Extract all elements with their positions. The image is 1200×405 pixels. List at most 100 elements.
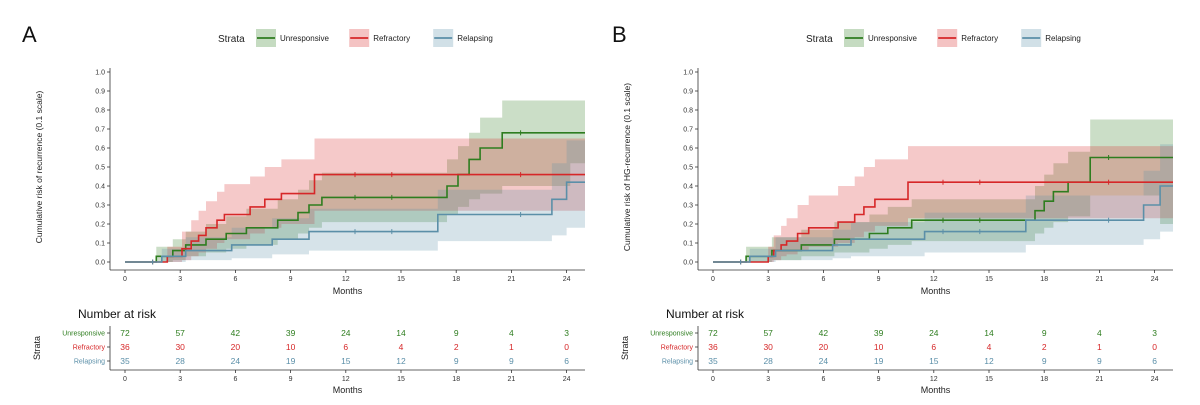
risk-count: 6 <box>1152 356 1157 366</box>
risk-count: 35 <box>120 356 130 366</box>
x-tick-label: 24 <box>563 276 571 283</box>
panel-label: A <box>22 22 37 47</box>
risk-x-tick-label: 6 <box>233 376 237 383</box>
risk-x-tick-label: 9 <box>289 376 293 383</box>
risk-row-label: Refractory <box>73 345 106 352</box>
risk-table-title: Number at risk <box>666 307 745 321</box>
ci-band-unresponsive <box>125 100 585 262</box>
risk-strata-label: Strata <box>620 336 630 360</box>
panel-b: B Strata Unresponsive Refractory Relapsing 0.… <box>612 22 1173 395</box>
ci-band-refractory <box>125 138 585 262</box>
x-tick-label: 12 <box>930 276 938 283</box>
risk-count: 30 <box>763 342 773 352</box>
risk-x-tick-label: 9 <box>877 376 881 383</box>
risk-count: 20 <box>819 342 829 352</box>
legend-label-refractory: Refractory <box>961 34 998 43</box>
y-tick-label: 0.4 <box>95 184 105 191</box>
y-tick-label: 0.4 <box>683 184 693 191</box>
risk-count: 6 <box>931 342 936 352</box>
y-tick-label: 0.1 <box>683 241 693 248</box>
risk-x-tick-label: 0 <box>123 376 127 383</box>
x-tick-label: 18 <box>452 276 460 283</box>
risk-count: 9 <box>1097 356 1102 366</box>
risk-x-tick-label: 3 <box>766 376 770 383</box>
y-tick-label: 0.3 <box>95 203 105 210</box>
risk-count: 36 <box>708 342 718 352</box>
risk-x-axis-label: Months <box>921 385 951 395</box>
risk-count: 9 <box>1042 328 1047 338</box>
risk-count: 3 <box>564 328 569 338</box>
risk-count: 24 <box>929 328 939 338</box>
risk-x-tick-label: 6 <box>821 376 825 383</box>
y-tick-label: 0.9 <box>683 89 693 96</box>
x-axis: 0 3 6 9 12 15 18 21 24 Months <box>698 269 1173 296</box>
y-tick-label: 0.8 <box>95 108 105 115</box>
risk-x-tick-label: 18 <box>1040 376 1048 383</box>
risk-row-label: Relapsing <box>662 359 693 366</box>
risk-count: 39 <box>874 328 884 338</box>
ci-band-relapsing <box>125 140 585 262</box>
y-tick-label: 0.5 <box>95 165 105 172</box>
x-tick-label: 9 <box>289 276 293 283</box>
x-axis-label: Months <box>333 286 363 296</box>
legend-title: Strata <box>806 34 833 45</box>
y-tick-label: 1.0 <box>95 70 105 77</box>
legend-label-unresponsive: Unresponsive <box>280 34 329 43</box>
risk-count: 4 <box>1097 328 1102 338</box>
risk-count: 4 <box>987 342 992 352</box>
risk-count: 24 <box>231 356 241 366</box>
risk-x-tick-label: 0 <box>711 376 715 383</box>
risk-count: 2 <box>454 342 459 352</box>
risk-x-tick-label: 21 <box>1096 376 1104 383</box>
risk-count: 24 <box>819 356 829 366</box>
panel-label: B <box>612 22 627 47</box>
risk-count: 10 <box>286 342 296 352</box>
risk-count: 28 <box>175 356 185 366</box>
risk-count: 15 <box>341 356 351 366</box>
y-axis-label: Cumulative risk of recurrence (0.1 scale… <box>34 91 44 244</box>
risk-count: 14 <box>396 328 406 338</box>
risk-count: 12 <box>984 356 994 366</box>
risk-x-tick-label: 15 <box>397 376 405 383</box>
km-curve-refractory <box>125 173 585 263</box>
y-axis: 0.0 0.1 0.2 0.3 0.4 0.5 0.6 0.7 0.8 0.9 1.0 Cumulat… <box>622 68 699 270</box>
y-tick-label: 0.2 <box>683 222 693 229</box>
legend-label-refractory: Refractory <box>373 34 410 43</box>
risk-count: 72 <box>708 328 718 338</box>
risk-x-tick-label: 12 <box>930 376 938 383</box>
risk-x-tick-label: 15 <box>985 376 993 383</box>
risk-count: 2 <box>1042 342 1047 352</box>
x-tick-label: 21 <box>508 276 516 283</box>
y-tick-label: 0.0 <box>683 260 693 267</box>
risk-row-label: Unresponsive <box>62 331 105 338</box>
x-tick-label: 12 <box>342 276 350 283</box>
risk-count: 42 <box>231 328 241 338</box>
km-curve-relapsing <box>125 181 585 263</box>
risk-count: 0 <box>564 342 569 352</box>
risk-x-tick-label: 21 <box>508 376 516 383</box>
risk-count: 9 <box>454 328 459 338</box>
x-tick-label: 9 <box>877 276 881 283</box>
y-tick-label: 0.6 <box>95 146 105 153</box>
panel-a: A Strata Unresponsive Refractory Relapsing 0.… <box>22 22 585 395</box>
x-tick-label: 6 <box>233 276 237 283</box>
risk-count: 1 <box>509 342 514 352</box>
legend: Strata Unresponsive Refractory Relapsing <box>218 29 493 47</box>
risk-count: 24 <box>341 328 351 338</box>
x-axis-label: Months <box>921 286 951 296</box>
risk-count: 19 <box>286 356 296 366</box>
x-tick-label: 21 <box>1096 276 1104 283</box>
risk-x-tick-label: 3 <box>178 376 182 383</box>
risk-x-tick-label: 12 <box>342 376 350 383</box>
risk-count: 9 <box>1042 356 1047 366</box>
risk-x-tick-label: 24 <box>1151 376 1159 383</box>
legend-label-relapsing: Relapsing <box>1045 34 1081 43</box>
risk-count: 28 <box>763 356 773 366</box>
x-tick-label: 6 <box>821 276 825 283</box>
x-tick-label: 3 <box>766 276 770 283</box>
x-tick-label: 15 <box>397 276 405 283</box>
risk-count: 12 <box>396 356 406 366</box>
